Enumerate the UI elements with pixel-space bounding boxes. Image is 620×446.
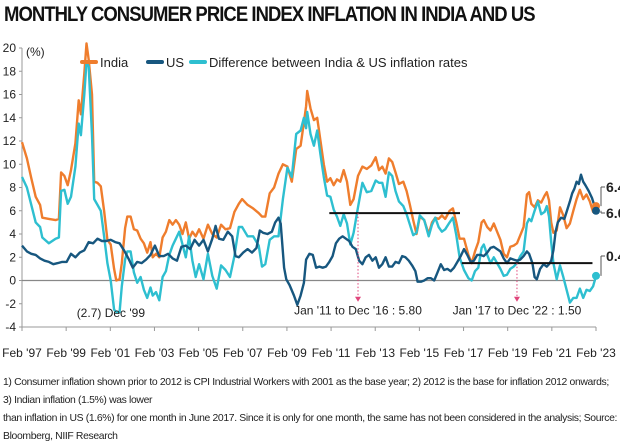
annotation-label: (2.7) Dec '99	[77, 306, 146, 320]
y-tick-label: 20	[3, 41, 17, 55]
end-label-diff: 0.4	[606, 248, 620, 264]
series-line-us	[21, 173, 598, 307]
x-tick-label: Feb '19	[488, 346, 528, 360]
footnote: 1) Consumer inflation shown prior to 201…	[3, 374, 619, 446]
x-tick-label: Feb '17	[444, 346, 484, 360]
average-label: Jan '17 to Dec '22 : 1.50	[453, 304, 582, 318]
y-tick-label: 16	[3, 88, 17, 102]
y-tick-label: 8	[9, 181, 16, 195]
footnote-line-1: 1) Consumer inflation shown prior to 201…	[3, 377, 609, 406]
end-labels: 6.4 6.0 0.4	[592, 179, 620, 280]
footnote-line-2: than inflation in US (1.6%) for one mont…	[3, 413, 618, 442]
x-tick-label: Feb '21	[532, 346, 572, 360]
series-line-diff	[20, 60, 598, 314]
x-tick-label: Feb '13	[355, 346, 395, 360]
x-axis: Feb '97 Feb '99 Feb '01 Feb '03 Feb '05 Feb '…	[2, 326, 616, 360]
x-tick-label: Feb '15	[400, 346, 440, 360]
x-tick-label: Feb '01	[90, 346, 130, 360]
series-group	[20, 42, 598, 314]
y-axis-unit: (%)	[26, 45, 45, 59]
x-tick-label: Feb '07	[223, 346, 263, 360]
reference-lines: Jan '11 to Dec '16 : 5.80 Jan '17 to Dec …	[294, 212, 593, 318]
series-line-india	[20, 42, 598, 282]
y-tick-label: 6	[9, 204, 16, 218]
x-tick-label: Feb '97	[2, 346, 42, 360]
y-tick-label: -4	[5, 320, 16, 334]
x-tick-label: Feb '23	[576, 346, 616, 360]
chart-title: MONTHLY CONSUMER PRICE INDEX INFLATION I…	[4, 2, 536, 26]
y-tick-label: 18	[3, 64, 17, 78]
end-marker-diff	[592, 271, 600, 280]
x-tick-label: Feb '05	[179, 346, 219, 360]
legend: India US Difference between India & US inf…	[80, 55, 468, 70]
y-tick-label: 0	[9, 274, 16, 288]
legend-label-india: India	[100, 55, 129, 70]
y-tick-label: 14	[3, 111, 17, 125]
legend-label-us: US	[166, 55, 184, 70]
y-tick-label: -2	[5, 297, 16, 311]
average-pointer-arrow	[513, 296, 520, 302]
end-label-us: 6.0	[606, 205, 620, 221]
annotations: (2.7) Dec '99	[77, 306, 146, 320]
x-tick-label: Feb '09	[267, 346, 307, 360]
legend-label-diff: Difference between India & US inflation …	[209, 55, 468, 70]
average-pointer-arrow	[355, 296, 362, 302]
x-tick-label: Feb '03	[135, 346, 175, 360]
end-marker-us	[592, 206, 600, 215]
end-label-india: 6.4	[606, 179, 620, 195]
y-tick-label: 12	[3, 134, 17, 148]
x-tick-label: Feb '99	[46, 346, 86, 360]
y-tick-label: 10	[3, 157, 17, 171]
x-tick-label: Feb '11	[312, 346, 351, 360]
average-label: Jan '11 to Dec '16 : 5.80	[294, 304, 422, 318]
y-tick-label: 4	[9, 227, 16, 241]
y-tick-label: 2	[9, 250, 16, 264]
